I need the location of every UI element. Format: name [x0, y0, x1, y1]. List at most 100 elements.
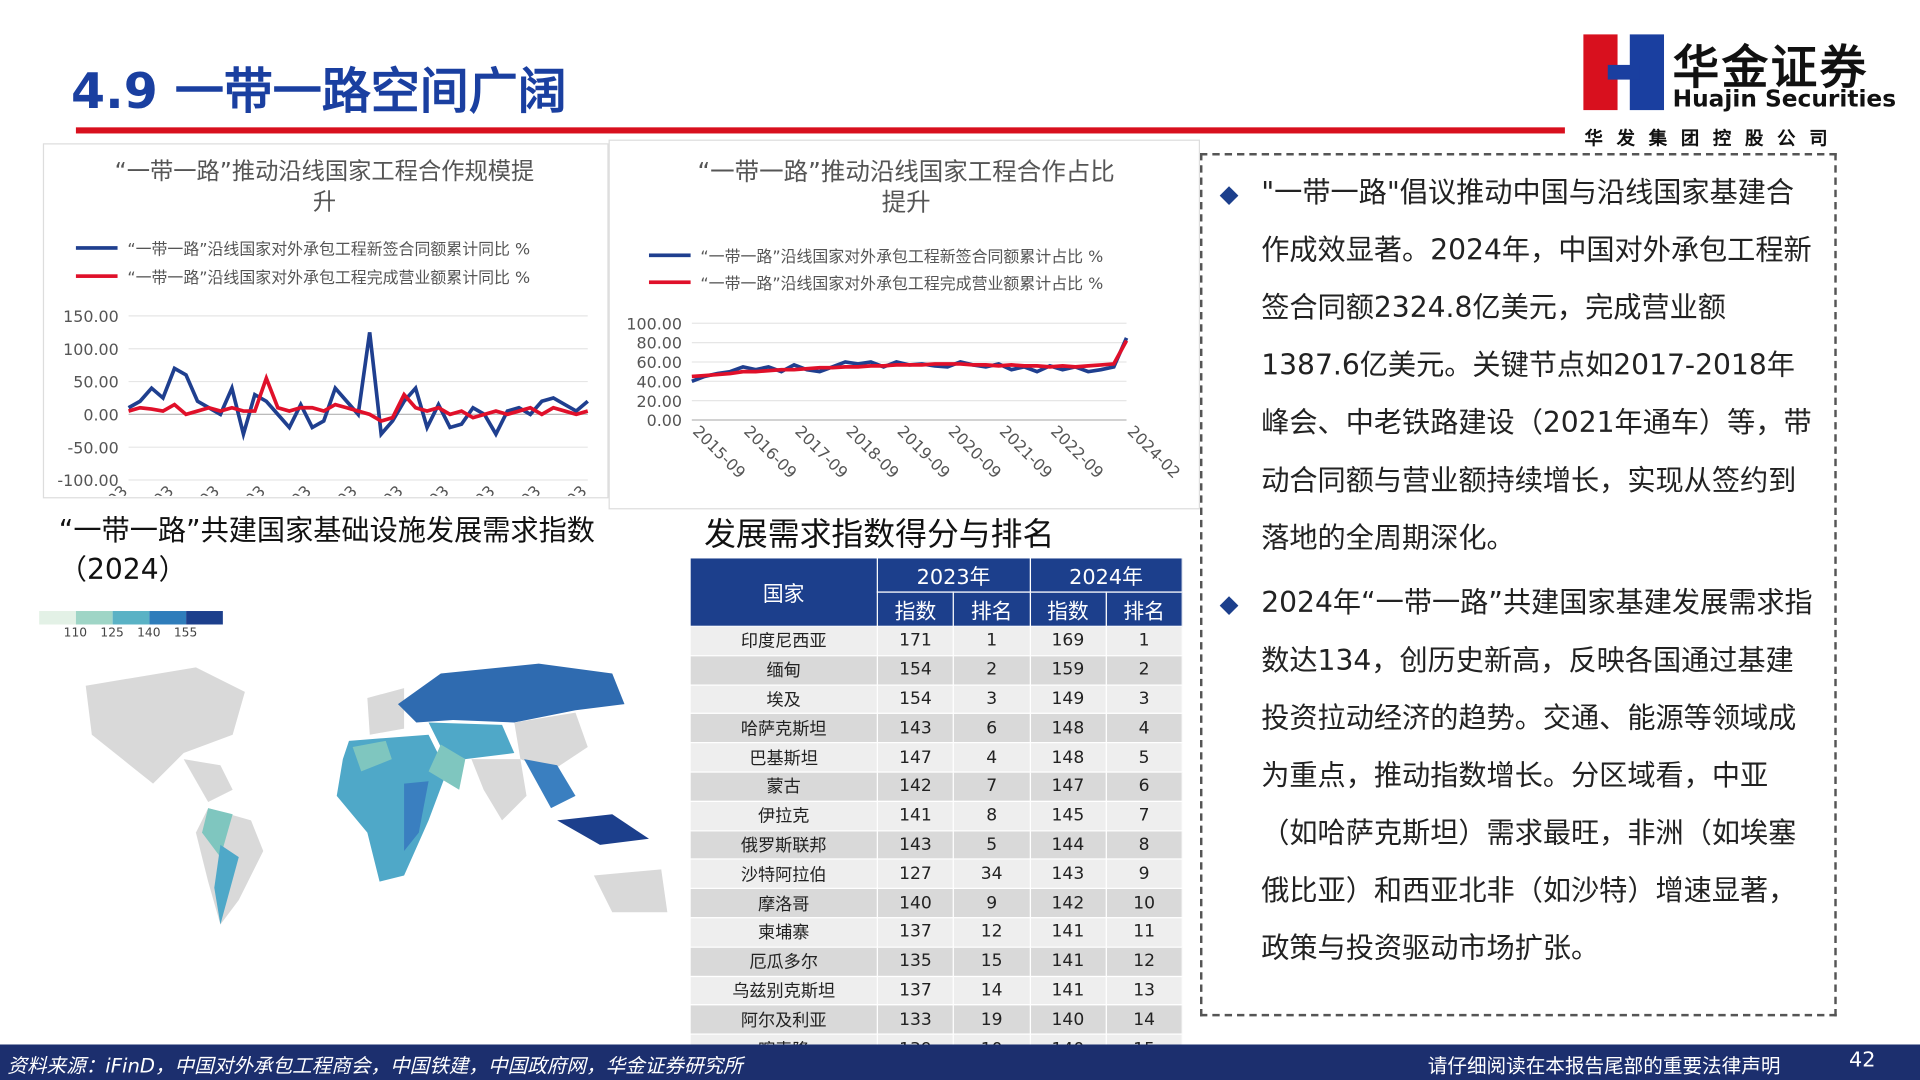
- table-row: 柬埔寨 137 12 141 11: [689, 917, 1183, 948]
- table-cell: 阿尔及利亚: [689, 1004, 878, 1035]
- legend-swatch: [648, 280, 691, 285]
- table-cell: 145: [1029, 800, 1107, 831]
- table-cell: 149: [1029, 683, 1107, 715]
- x-tick-label: 2016-09: [740, 422, 800, 482]
- table-cell: 142: [1029, 887, 1107, 919]
- header-cell: 2024年: [1029, 557, 1183, 593]
- chart-title: “一带一路”推动沿线国家工程合作占比提升: [697, 156, 1115, 217]
- bullet: 2024年“一带一路”共建国家基建发展需求指数达134，创历史新高，反映各国通过…: [1202, 576, 1817, 979]
- table-cell: 147: [876, 742, 955, 773]
- map-title: “一带一路”共建国家基础设施发展需求指数（2024）: [58, 515, 595, 587]
- y-tick-label: 60.00: [636, 353, 682, 372]
- table-cell: 柬埔寨: [689, 917, 878, 948]
- text-panel: "一带一路"倡议推动中国与沿线国家基建合作成效显著。2024年，中国对外承包工程…: [1200, 153, 1837, 1017]
- chart-plot: -100.00-50.000.0050.00100.00150.002015-0…: [57, 307, 590, 496]
- table-row: 印度尼西亚 171 1 169 1: [689, 625, 1183, 657]
- table-row: 哈萨克斯坦 143 6 148 4: [689, 713, 1183, 744]
- page-number: 42: [1848, 1048, 1876, 1073]
- footer-bar: [0, 1044, 1920, 1080]
- legend-swatch: [75, 246, 118, 250]
- y-tick-label: -50.00: [67, 438, 118, 457]
- table-cell: 140: [1029, 1004, 1107, 1035]
- header-cell: 2023年: [876, 557, 1031, 593]
- legend-swatch: [648, 253, 691, 258]
- x-tick-label: 2019-09: [894, 422, 954, 482]
- chart-panel: [42, 143, 609, 499]
- table-cell: 141: [1029, 917, 1107, 948]
- header-cell: 指数: [876, 591, 955, 627]
- legend-swatch: [112, 611, 150, 625]
- table-cell: 缅甸: [689, 654, 878, 686]
- table-cell: 13: [1105, 975, 1183, 1006]
- title-rule: [75, 127, 1565, 134]
- chart-panel: [608, 139, 1200, 510]
- legend-item: “一带一路”沿线国家对外承包工程完成营业额累计占比 %: [648, 271, 1103, 294]
- legend-label: 140: [137, 626, 161, 641]
- y-tick-label: 40.00: [636, 372, 682, 391]
- footer-disclaimer: 请仔细阅读在本报告尾部的重要法律声明: [1427, 1054, 1781, 1078]
- table-cell: 埃及: [689, 683, 878, 715]
- table-cell: 144: [1029, 829, 1107, 861]
- series-line: [691, 337, 1129, 384]
- table-cell: 169: [1029, 625, 1107, 657]
- legend-label: “一带一路”沿线国家对外承包工程新签合同额累计占比 %: [700, 248, 1104, 267]
- chart-title: “一带一路”推动沿线国家工程合作规模提升: [114, 157, 535, 216]
- table-row: 厄瓜多尔 135 15 141 12: [689, 946, 1183, 977]
- table-cell: 3: [1105, 683, 1183, 715]
- table-cell: 9: [1105, 858, 1183, 890]
- table-cell: 143: [876, 713, 955, 744]
- table-cell: 148: [1029, 713, 1107, 744]
- y-tick-label: 50.00: [73, 373, 119, 392]
- y-tick-label: 80.00: [636, 334, 682, 353]
- logo-text: 华金证券: [1672, 40, 1869, 95]
- legend-item: “一带一路”沿线国家对外承包工程新签合同额累计占比 %: [648, 244, 1104, 267]
- legend-swatch: [75, 274, 118, 278]
- y-tick-label: 20.00: [636, 392, 682, 411]
- table-cell: 5: [1105, 742, 1183, 773]
- table-row: 伊拉克 141 8 145 7: [689, 800, 1183, 831]
- table-cell: 2: [1105, 654, 1183, 686]
- table-cell: 4: [952, 742, 1031, 773]
- table-cell: 7: [1105, 800, 1183, 831]
- table-cell: 5: [952, 829, 1031, 861]
- y-tick-label: 0.00: [647, 411, 682, 430]
- table-cell: 12: [952, 917, 1031, 948]
- table-cell: 3: [952, 683, 1031, 715]
- header-cell: 指数: [1029, 591, 1107, 627]
- table-cell: 蒙古: [689, 771, 878, 802]
- table-cell: 141: [1029, 975, 1107, 1006]
- header-row: 国家 2023年 2024年: [689, 557, 1183, 627]
- table-cell: 沙特阿拉伯: [689, 858, 878, 890]
- legend-label: 125: [100, 626, 124, 641]
- table-cell: 140: [876, 887, 955, 919]
- x-tick-label: 2021-09: [996, 422, 1056, 482]
- table-row: 乌兹别克斯坦 137 14 141 13: [689, 975, 1183, 1006]
- table-cell: 8: [952, 800, 1031, 831]
- map-legend: 110 125 140 155: [39, 611, 223, 648]
- table-row: 俄罗斯联邦 143 5 144 8: [689, 829, 1183, 861]
- table-cell: 巴基斯坦: [689, 742, 878, 773]
- table-cell: 34: [952, 858, 1031, 890]
- header-row: 指数 排名 指数 排名: [690, 591, 1183, 627]
- table-cell: 4: [1105, 713, 1183, 744]
- table-cell: 147: [1029, 771, 1107, 802]
- x-tick-label: 2020-09: [945, 422, 1005, 482]
- table-cell: 9: [952, 887, 1031, 919]
- legend-item: “一带一路”沿线国家对外承包工程新签合同额累计同比 %: [75, 236, 531, 260]
- x-tick-label: 2024-02: [1124, 422, 1184, 482]
- legend-item: “一带一路”沿线国家对外承包工程完成营业额累计同比 %: [75, 264, 530, 288]
- y-tick-label: 0.00: [83, 405, 118, 424]
- table-cell: 12: [1105, 946, 1183, 977]
- y-tick-label: -100.00: [57, 471, 118, 490]
- logo-mark: [1583, 34, 1665, 111]
- y-tick-label: 100.00: [63, 340, 119, 359]
- table-cell: 143: [1029, 858, 1107, 890]
- legend-label: “一带一路”沿线国家对外承包工程新签合同额累计同比 %: [127, 241, 531, 260]
- table-row: 阿尔及利亚 133 19 140 14: [689, 1004, 1183, 1035]
- bullet: "一带一路"倡议推动中国与沿线国家基建合作成效显著。2024年，中国对外承包工程…: [1202, 165, 1817, 568]
- slide-title: 4.9 一带一路空间广阔: [71, 63, 567, 120]
- table-cell: 133: [876, 1004, 955, 1035]
- table-cell: 7: [952, 771, 1031, 802]
- table-cell: 印度尼西亚: [689, 625, 878, 657]
